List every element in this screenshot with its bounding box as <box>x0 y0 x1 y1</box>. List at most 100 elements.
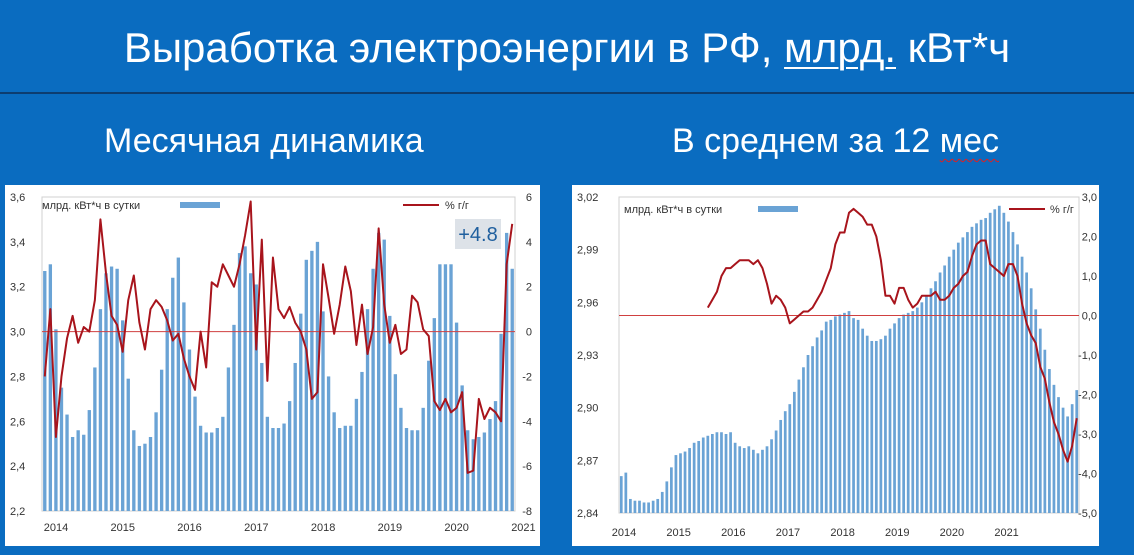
bar <box>1057 397 1060 513</box>
annotation-label: +4.8 <box>458 224 497 246</box>
y-right-tick-label: -5,0 <box>1078 508 1097 520</box>
bar <box>820 330 824 513</box>
bar <box>711 434 714 513</box>
bar <box>271 428 275 511</box>
bar <box>310 250 314 511</box>
bar <box>806 355 810 513</box>
bar <box>993 209 997 513</box>
bar <box>679 453 682 513</box>
bar <box>471 439 475 511</box>
bar <box>988 212 992 514</box>
bar <box>137 445 142 511</box>
bar <box>427 360 431 511</box>
bar <box>198 425 203 511</box>
bar <box>738 446 742 513</box>
bar <box>115 268 119 511</box>
y-left-tick-label: 3,0 <box>10 327 25 339</box>
y-right-tick-label: 6 <box>526 192 532 204</box>
bar <box>811 346 814 513</box>
bar <box>619 476 623 513</box>
bar <box>82 434 86 511</box>
bar <box>847 311 851 513</box>
x-tick-label: 2021 <box>994 527 1018 539</box>
x-tick-label: 2020 <box>444 522 468 534</box>
bar <box>1002 212 1006 514</box>
bar <box>87 410 91 511</box>
bar <box>1052 384 1056 513</box>
bar <box>48 264 53 511</box>
bar <box>660 491 664 513</box>
bar <box>742 448 746 513</box>
bar <box>93 367 97 511</box>
x-tick-label: 2015 <box>666 527 690 539</box>
bar <box>1016 244 1019 513</box>
bar <box>399 407 403 511</box>
bar <box>765 446 769 513</box>
bar <box>354 398 359 511</box>
bar <box>1043 349 1047 513</box>
title-main: Выработка электроэнергии в РФ, <box>123 24 785 71</box>
bar <box>365 309 370 511</box>
y-left-tick-label: 2,84 <box>577 508 598 520</box>
bar <box>802 367 805 513</box>
yoy-line <box>43 200 514 474</box>
bar <box>797 379 801 513</box>
bar <box>282 423 286 511</box>
bar <box>638 500 641 513</box>
bar <box>733 442 737 513</box>
bar <box>109 266 114 511</box>
bar <box>488 419 492 511</box>
bar <box>76 430 80 511</box>
bar <box>792 391 796 513</box>
x-tick-label: 2019 <box>885 527 909 539</box>
bar <box>154 412 158 511</box>
y-left-tick-label: 2,8 <box>10 371 25 383</box>
bar <box>779 419 783 513</box>
subtitle-rolling: В среднем за 12 мес <box>672 118 999 164</box>
bar <box>761 449 764 513</box>
legend-line-label: % г/г <box>1050 204 1074 216</box>
bar <box>720 432 723 513</box>
bar <box>943 265 947 513</box>
bar <box>404 428 409 511</box>
bar <box>629 498 632 513</box>
bar <box>438 264 442 511</box>
bar <box>304 259 308 511</box>
bar <box>432 318 436 511</box>
bar <box>215 428 219 511</box>
bar <box>756 453 760 513</box>
bar <box>1038 328 1042 513</box>
bar <box>70 436 75 511</box>
legend-line-label: % г/г <box>445 200 469 212</box>
bar <box>126 378 130 511</box>
bar <box>1034 309 1038 513</box>
bar <box>276 428 281 511</box>
y-left-tick-label: 2,93 <box>577 350 598 362</box>
bar <box>938 272 942 513</box>
y-right-tick-label: 0 <box>526 327 532 339</box>
bar <box>393 374 398 511</box>
bar <box>254 284 258 511</box>
bar <box>193 396 197 511</box>
y-left-tick-label: 3,6 <box>10 192 25 204</box>
bar <box>148 436 153 511</box>
y-right-tick-label: 1,0 <box>1082 271 1097 283</box>
bar <box>829 319 833 513</box>
bar <box>360 371 364 511</box>
rolling-chart-panel: 3,02 2,99 2,96 2,93 2,90 2,87 2,84 3,0 2,0 1,0 0,0… <box>572 185 1099 546</box>
bar <box>343 425 347 511</box>
y-right-tick-label: -3,0 <box>1078 429 1097 441</box>
bar <box>338 428 342 511</box>
y-left-tick-label: 3,02 <box>577 192 598 204</box>
x-tick-label: 2016 <box>721 527 745 539</box>
bar <box>182 302 186 511</box>
title-tail: кВт*ч <box>896 24 1011 71</box>
bar <box>321 311 325 511</box>
bar <box>929 288 933 513</box>
bar <box>454 322 459 511</box>
bar <box>159 369 164 511</box>
bar <box>747 446 751 513</box>
bar <box>377 232 381 511</box>
y-right-tick-label: -1,0 <box>1078 350 1097 362</box>
bar <box>947 256 951 513</box>
